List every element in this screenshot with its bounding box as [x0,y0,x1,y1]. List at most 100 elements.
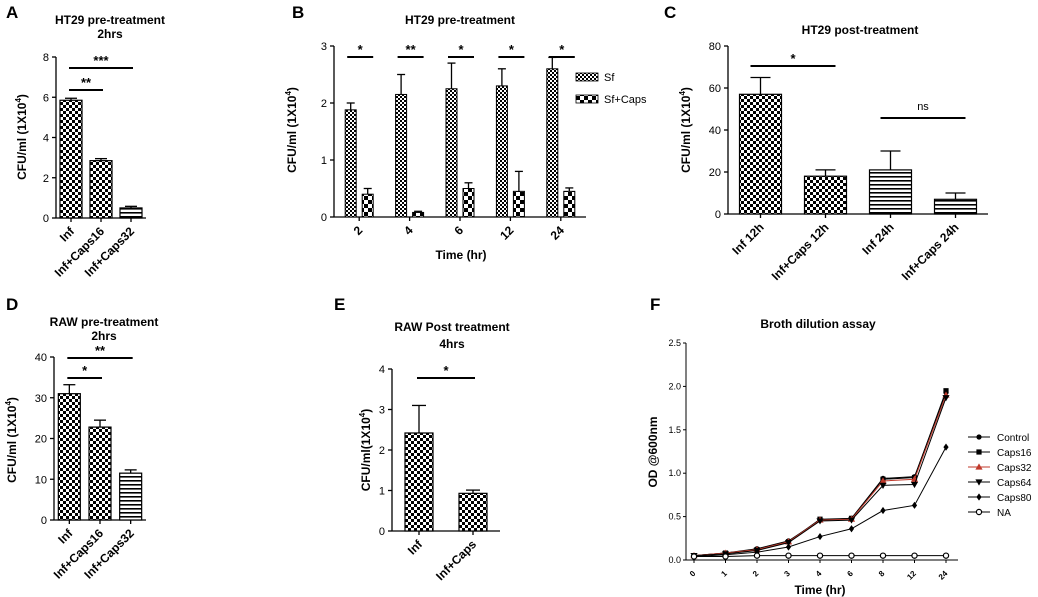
significance-label: * [358,42,364,57]
bar [546,68,559,218]
bar [803,175,848,215]
y-tick-label: 2 [43,173,49,185]
panel-letter-d: D [6,295,18,314]
x-tick-label: 6 [845,569,855,579]
x-tick-label: 6 [451,223,466,238]
bar [89,160,113,219]
significance-label: ns [917,101,929,113]
chart-panel-f: Broth dilution assay OD @600nm Time (hr)… [646,317,1032,597]
y-tick-label: 20 [709,167,721,179]
x-tick-label: 0 [688,569,698,579]
y-tick-label: 3 [321,41,327,53]
y-tick-label: 20 [35,434,47,446]
chart-subtitle: 2hrs [91,329,117,343]
data-point [943,443,949,451]
x-tick-label: 2 [751,569,761,579]
y-tick-label: 0.5 [668,512,681,522]
legend-label: Caps64 [997,478,1032,489]
data-point [879,482,887,489]
bar [119,207,143,219]
x-tick-label: Inf [405,537,426,558]
data-point [879,552,887,559]
chart-panel-c: HT29 post-treatment CFU/ml (1X104) 0 20 40… [678,23,988,283]
bar [738,93,783,215]
chart-panel-a: HT29 pre-treatment 2hrs CFU/ml (1X104) 0… [14,13,165,280]
bar [458,492,488,532]
x-axis-label: Time (hr) [435,248,486,262]
x-tick-label: Inf [55,526,76,547]
chart-panel-e: RAW Post treatment 4hrs CFU/ml(1X104) 0 1… [358,320,510,583]
chart-subtitle: 2hrs [97,27,123,41]
bar [868,169,913,215]
significance-label: * [509,42,515,57]
data-point [911,501,918,509]
data-point [847,517,856,524]
series-line [693,394,947,557]
y-tick-label: 4 [43,133,49,145]
x-tick-label: Inf 24h [859,220,896,257]
legend-label: NA [997,508,1011,519]
y-tick-label: 1 [379,486,385,498]
data-point [942,395,950,402]
y-tick-label: 60 [709,83,721,95]
data-point [976,449,982,455]
y-axis-label: CFU/ml (1X104) [4,397,19,483]
bar [59,99,83,219]
series-line [693,390,947,557]
y-axis-label: CFU/ml(1X104) [358,409,373,491]
data-point [848,525,855,533]
significance-label: * [790,51,796,66]
significance-label: * [443,363,449,378]
y-axis-label: OD @600nm [646,416,660,487]
chart-title: HT29 pre-treatment [405,13,515,27]
chart-panel-d: RAW pre-treatment 2hrs CFU/ml (1X104) 0 1… [4,315,158,582]
y-tick-label: 2.0 [668,381,681,391]
panel-letter-f: F [650,295,660,314]
y-tick-label: 80 [709,41,721,53]
data-point [753,552,761,559]
legend-label: Control [997,433,1029,444]
data-point [722,553,729,560]
bar [462,188,475,218]
significance-label: * [82,363,88,378]
x-tick-label: Inf+Caps 12h [769,220,832,283]
chart-title: Broth dilution assay [760,317,876,331]
legend-label: Caps16 [997,448,1032,459]
x-tick-label: 12 [497,223,517,243]
legend-swatch-sf-caps [575,94,599,104]
x-axis-label: Time (hr) [794,583,845,597]
y-tick-label: 0.0 [668,555,681,565]
x-tick-label: Inf [57,224,78,245]
y-tick-label: 1 [321,155,327,167]
data-point [975,479,983,486]
chart-title: HT29 post-treatment [802,23,919,37]
y-axis-label: CFU/ml (1X104) [284,87,299,173]
bar [88,426,112,521]
y-tick-label: 0 [41,515,47,527]
x-tick-label: 2 [351,223,366,238]
bar [361,193,374,218]
data-point [880,506,886,515]
y-tick-label: 8 [43,52,49,64]
data-point [785,552,792,559]
y-tick-label: 3 [379,405,385,417]
chart-title: RAW Post treatment [394,320,509,334]
bar [412,211,425,218]
data-point [975,463,983,470]
chart-panel-b: HT29 pre-treatment CFU/ml (1X104) Time (… [284,13,647,262]
data-point [976,434,982,440]
significance-label: * [559,42,565,57]
data-point [754,548,760,556]
x-tick-label: Inf+Caps 24h [899,220,962,283]
y-tick-label: 10 [35,474,47,486]
data-point [690,553,698,560]
x-tick-label: 24 [937,569,950,582]
bar [404,432,434,532]
data-point [975,508,983,516]
data-point [976,493,982,501]
x-tick-label: 12 [905,569,918,582]
x-tick-label: 8 [877,569,887,579]
y-tick-label: 4 [379,364,385,376]
y-axis-label: CFU/ml (1X104) [14,94,29,180]
